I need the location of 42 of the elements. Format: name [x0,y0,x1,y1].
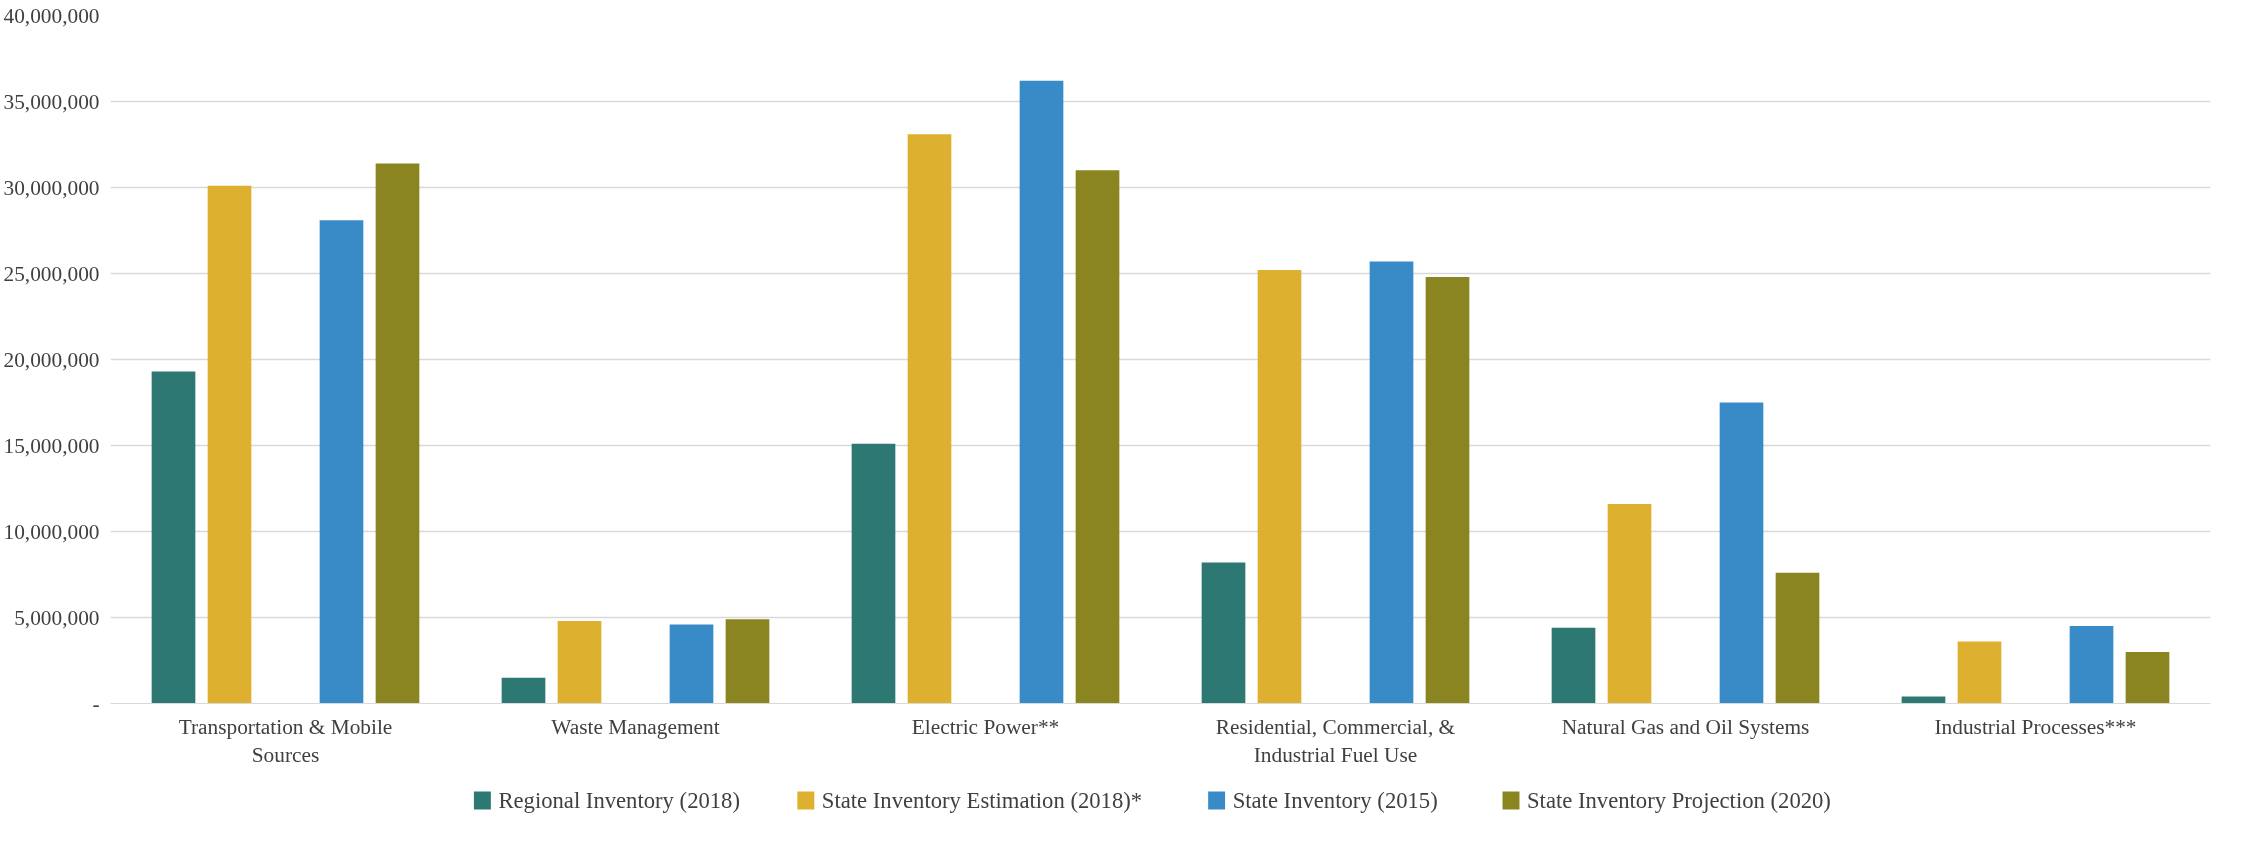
y-tick-label: 20,000,000 [3,347,100,372]
y-tick-label: 25,000,000 [3,261,100,286]
y-tick-label: 15,000,000 [3,433,100,458]
bar [2125,651,2170,704]
bar [375,163,420,704]
bar [1551,627,1596,704]
y-tick-label: 10,000,000 [3,519,100,544]
bar [501,677,546,704]
y-tick-label: - [92,691,100,716]
bar [1201,562,1246,704]
bar [725,619,770,704]
x-tick-label: Natural Gas and Oil Systems [1561,714,1810,739]
bar [669,624,714,704]
x-tick-label: Industrial Processes*** [1934,714,2137,739]
bar [1775,572,1820,704]
x-tick-label: Electric Power** [911,714,1060,739]
legend-label: State Inventory (2015) [1232,788,1438,813]
bar [1075,170,1120,704]
bar [1957,641,2002,704]
y-tick-label: 5,000,000 [14,605,100,630]
bar [851,443,896,704]
bar [2069,626,2114,704]
bar [1257,270,1302,704]
bar [1607,503,1652,704]
legend-label: State Inventory Projection (2020) [1527,788,1831,813]
y-tick-label: 40,000,000 [3,3,100,28]
x-tick-label: Residential, Commercial, & Industrial Fuel Use [1215,714,1456,768]
bar [1719,402,1764,704]
bar [1019,80,1064,704]
x-tick-label: Transportation & Mobile Sources [178,714,393,768]
bar [1369,261,1414,704]
legend-label: State Inventory Estimation (2018)* [821,788,1143,813]
bar [319,220,364,704]
bar [907,134,952,704]
bar [207,185,252,704]
legend-label: Regional Inventory (2018) [498,788,740,813]
y-tick-label: 30,000,000 [3,175,100,200]
bar [151,371,196,704]
x-tick-label: Waste Management [551,714,720,739]
y-tick-label: 35,000,000 [3,89,100,114]
bar [1425,276,1470,704]
bar [557,620,602,704]
